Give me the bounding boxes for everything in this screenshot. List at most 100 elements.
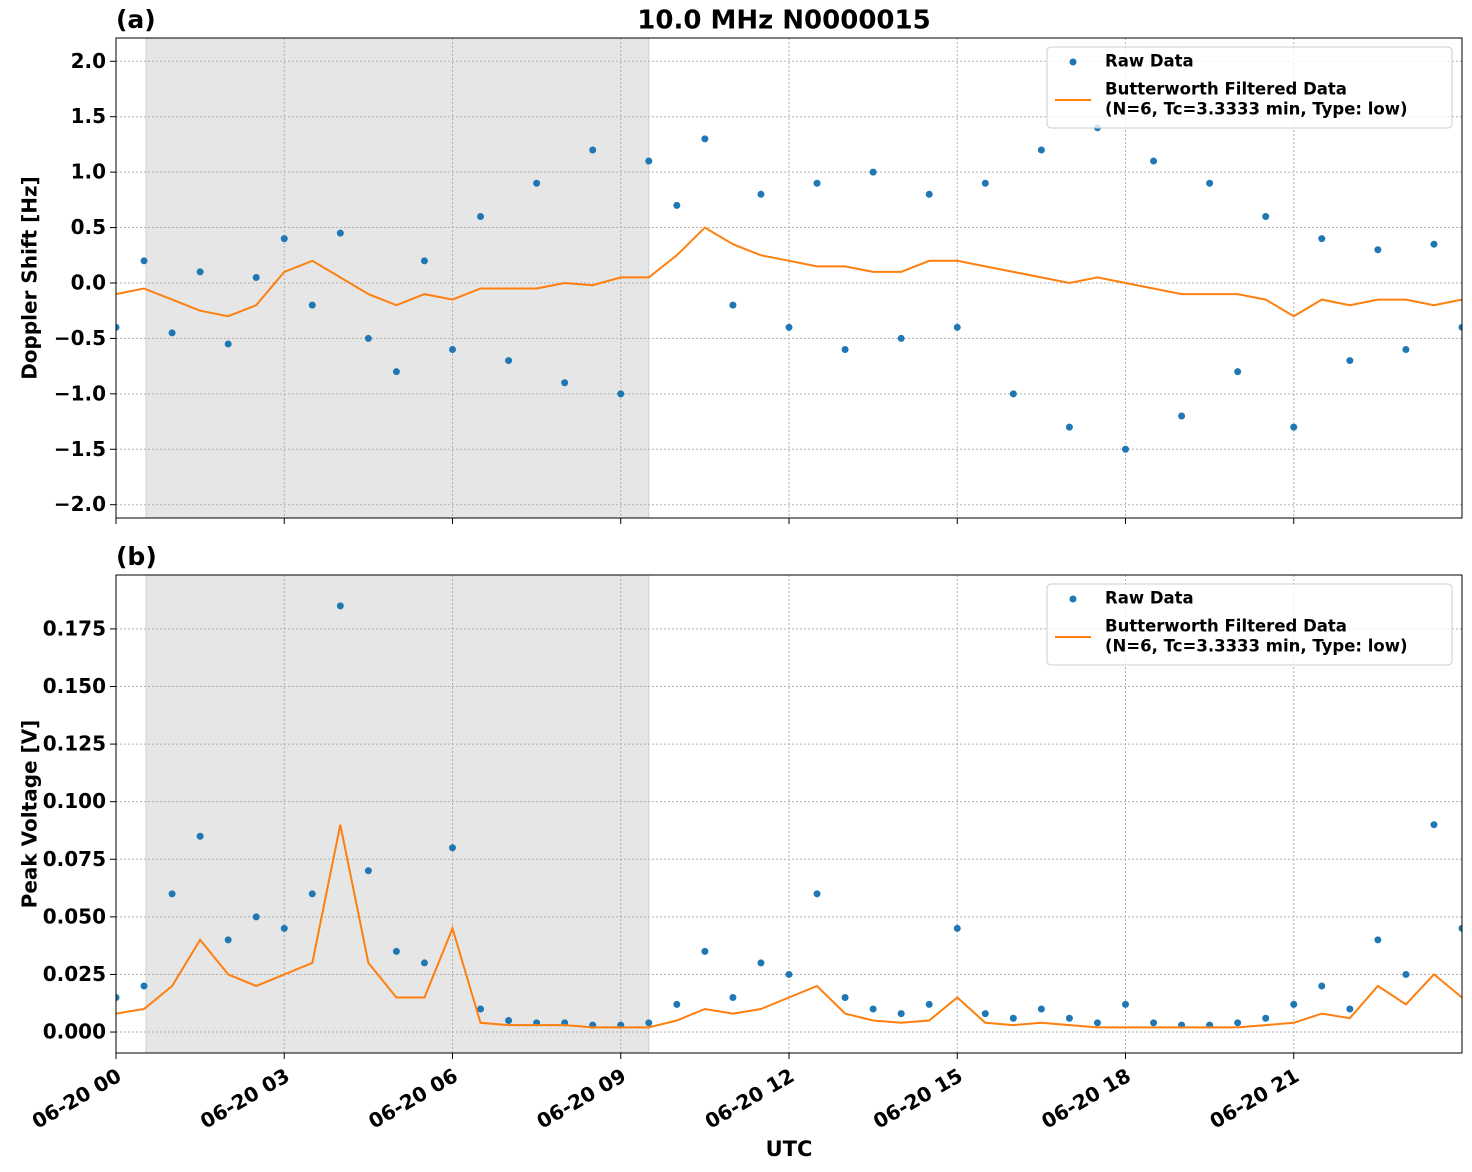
raw-point — [925, 1000, 933, 1008]
raw-point — [1122, 445, 1129, 453]
x-tick-label: 06-20 15 — [869, 1063, 967, 1133]
raw-point — [617, 390, 625, 398]
axes-frame — [115, 574, 1463, 1054]
raw-point — [449, 346, 456, 354]
raw-point — [1458, 323, 1462, 331]
x-tick-label: 06-20 06 — [364, 1063, 462, 1133]
plot-area — [116, 602, 1462, 1029]
legend-box — [1046, 46, 1453, 129]
raw-point — [1458, 924, 1462, 932]
raw-point — [785, 323, 793, 331]
raw-point — [392, 368, 400, 376]
raw-point — [252, 273, 260, 281]
raw-point — [420, 257, 428, 265]
x-tick-label: 06-20 00 — [28, 1063, 126, 1133]
raw-point — [364, 334, 372, 342]
raw-point — [813, 890, 821, 898]
legend-label: (N=6, Tc=3.3333 min, Type: low) — [1105, 637, 1408, 656]
raw-point — [673, 201, 681, 209]
raw-point — [925, 190, 933, 198]
raw-point — [1318, 235, 1326, 243]
raw-point — [1262, 1014, 1270, 1022]
raw-point — [1065, 1014, 1073, 1022]
legend-box — [1046, 583, 1453, 666]
x-tick-label: 06-20 09 — [532, 1063, 630, 1133]
y-tick-label: 0.5 — [71, 215, 106, 239]
legend-label: Butterworth Filtered Data — [1105, 80, 1347, 99]
chart-title: 10.0 MHz N0000015 — [637, 6, 930, 36]
raw-point — [729, 993, 737, 1001]
raw-point — [897, 1010, 905, 1018]
legend-marker — [1069, 595, 1077, 603]
raw-point — [196, 268, 204, 276]
raw-point — [785, 970, 793, 978]
raw-point — [1430, 240, 1438, 248]
raw-point — [1402, 970, 1410, 978]
x-tick-label: 06-20 18 — [1037, 1063, 1135, 1133]
raw-point — [1178, 412, 1186, 420]
raw-point — [364, 867, 372, 875]
raw-point — [1065, 423, 1073, 431]
plot-area — [116, 124, 1462, 453]
raw-point — [308, 890, 316, 898]
raw-point — [589, 146, 597, 154]
raw-point — [757, 959, 765, 967]
raw-point — [841, 993, 849, 1001]
raw-point — [168, 890, 176, 898]
raw-point — [645, 157, 653, 165]
raw-point — [1206, 179, 1214, 187]
raw-point — [1430, 821, 1438, 829]
x-tick-label: 06-20 12 — [701, 1063, 799, 1133]
raw-point — [729, 301, 737, 309]
x-axis-label: UTC — [766, 1137, 813, 1161]
legend-marker — [1069, 58, 1077, 66]
raw-point — [981, 179, 989, 187]
raw-point — [477, 212, 485, 220]
raw-point — [841, 346, 849, 354]
raw-point — [953, 924, 961, 932]
raw-point — [1374, 246, 1382, 254]
axes-frame — [115, 37, 1463, 519]
panel-label: (b) — [116, 542, 157, 571]
raw-point — [116, 323, 120, 331]
y-tick-label: −2.0 — [54, 492, 106, 516]
raw-point — [116, 993, 120, 1001]
legend-label: Butterworth Filtered Data — [1105, 617, 1347, 636]
raw-point — [1009, 1014, 1017, 1022]
raw-point — [1093, 1019, 1101, 1027]
filtered-line — [116, 824, 1462, 1029]
raw-point — [897, 334, 905, 342]
raw-point — [1402, 346, 1410, 354]
raw-point — [1374, 936, 1382, 944]
raw-point — [1290, 423, 1298, 431]
night-shade — [145, 37, 650, 519]
raw-point — [701, 135, 709, 143]
legend-label: (N=6, Tc=3.3333 min, Type: low) — [1105, 100, 1408, 119]
raw-point — [168, 329, 176, 337]
legend-label: Raw Data — [1105, 52, 1194, 71]
raw-point — [505, 1017, 513, 1025]
raw-point — [1262, 212, 1270, 220]
raw-point — [140, 982, 148, 990]
raw-point — [224, 340, 232, 348]
x-tick-label: 06-20 03 — [196, 1063, 294, 1133]
raw-point — [280, 235, 288, 243]
y-tick-label: −0.5 — [54, 326, 106, 350]
raw-point — [392, 947, 400, 955]
raw-point — [813, 179, 821, 187]
raw-point — [224, 936, 232, 944]
raw-point — [1234, 1019, 1242, 1027]
raw-point — [1290, 1000, 1298, 1008]
raw-point — [561, 379, 569, 387]
y-tick-label: 0.0 — [71, 270, 106, 294]
raw-point — [953, 323, 961, 331]
raw-point — [336, 602, 344, 610]
raw-point — [1346, 357, 1354, 365]
y-tick-label: 1.0 — [71, 160, 106, 184]
raw-point — [1346, 1005, 1354, 1013]
y-tick-label: 0.025 — [43, 962, 106, 986]
y-tick-label: 1.5 — [71, 104, 106, 128]
raw-point — [308, 301, 316, 309]
x-tick-label: 06-20 21 — [1205, 1063, 1303, 1133]
raw-point — [1150, 1019, 1158, 1027]
